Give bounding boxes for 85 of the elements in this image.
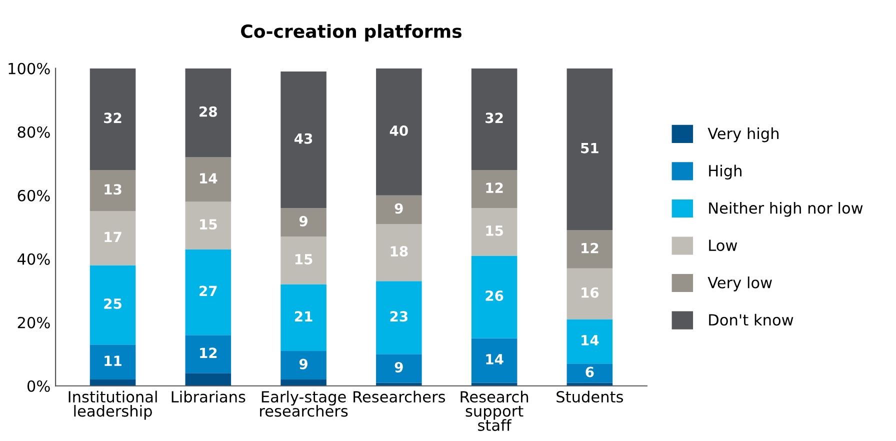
data-label: 12 <box>486 182 503 193</box>
data-label: 9 <box>394 362 403 372</box>
bar <box>376 68 422 196</box>
data-label: 25 <box>104 298 122 309</box>
data-label: 27 <box>200 286 217 296</box>
bar <box>185 202 232 250</box>
data-label: 13 <box>104 184 122 195</box>
bar <box>376 382 422 386</box>
bar <box>185 335 232 374</box>
data-label: 23 <box>390 311 408 322</box>
data-label: 12 <box>200 348 217 358</box>
data-label: 28 <box>200 106 217 117</box>
data-label: 14 <box>200 173 218 184</box>
bar <box>376 354 422 383</box>
bar <box>471 382 518 386</box>
data-label: 26 <box>486 290 504 301</box>
bar <box>566 382 613 386</box>
data-label: 43 <box>294 133 312 144</box>
y-tick-label: 100% <box>8 62 50 74</box>
data-label: 21 <box>294 311 312 322</box>
y-tick-label: 40% <box>17 253 50 265</box>
bar <box>280 380 326 386</box>
bar <box>471 338 518 383</box>
y-tick-label: 80% <box>18 126 50 138</box>
bar <box>376 195 422 224</box>
bar <box>280 208 326 237</box>
bar <box>90 344 136 380</box>
bar <box>566 230 613 268</box>
data-label: 9 <box>299 358 308 370</box>
bar <box>90 211 136 266</box>
chart-title: Co-creation platforms <box>241 24 462 42</box>
data-label: 6 <box>586 366 594 378</box>
data-label: 40 <box>390 125 408 136</box>
data-label: 14 <box>486 354 504 364</box>
data-label: 16 <box>582 287 599 298</box>
data-label: 9 <box>394 203 403 214</box>
bar <box>566 364 613 383</box>
y-tick-label: 20% <box>18 316 50 328</box>
x-tick-label: Students <box>556 390 623 403</box>
bar <box>566 319 613 364</box>
bar <box>185 249 232 336</box>
data-label: 51 <box>581 143 598 154</box>
x-tick-label: Early-stage researchers <box>260 390 348 417</box>
y-tick-label: 0% <box>27 380 50 392</box>
x-tick-label: Librarians <box>172 390 246 403</box>
bar <box>471 208 518 256</box>
bar <box>280 236 326 284</box>
legend-label: High <box>709 164 742 180</box>
bar <box>471 68 518 170</box>
data-label: 11 <box>104 356 122 366</box>
x-tick-label: Institutional leadership <box>68 390 157 420</box>
bar <box>185 68 232 158</box>
y-tick-label: 60% <box>18 190 50 202</box>
x-tick-label: Researchers <box>354 390 446 403</box>
bar <box>471 170 518 208</box>
bar <box>90 265 136 345</box>
bar <box>566 268 613 320</box>
legend-label: Don't know <box>709 314 794 326</box>
bar <box>90 68 136 170</box>
bar <box>185 373 232 386</box>
data-label: 17 <box>104 232 122 242</box>
data-label: 15 <box>486 226 503 236</box>
data-label: 32 <box>486 112 503 124</box>
bar <box>376 281 422 354</box>
x-tick-label: Research support staff <box>460 390 528 431</box>
data-label: 14 <box>582 335 599 346</box>
bar <box>185 157 232 202</box>
data-label: 9 <box>299 216 308 226</box>
data-label: 32 <box>104 112 122 124</box>
legend-label: Low <box>709 240 738 252</box>
bar <box>280 350 326 380</box>
bar <box>90 380 136 386</box>
legend-label: Very low <box>708 276 772 292</box>
bar <box>566 68 613 230</box>
legend-label: Neither high nor low <box>709 202 863 217</box>
bar <box>90 170 136 212</box>
data-label: 15 <box>200 219 217 230</box>
bar <box>280 72 326 208</box>
data-label: 12 <box>582 242 598 254</box>
data-label: 18 <box>390 246 408 257</box>
data-label: 15 <box>295 254 312 264</box>
bar <box>280 284 326 351</box>
legend-label: Very high <box>708 127 778 142</box>
bar <box>471 256 518 338</box>
bar <box>376 224 422 282</box>
